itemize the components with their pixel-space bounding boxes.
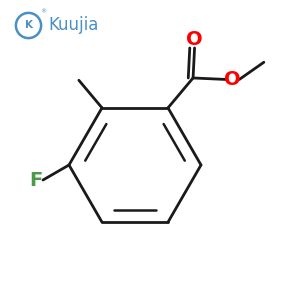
Text: Kuujia: Kuujia: [49, 16, 99, 34]
Text: ®: ®: [40, 9, 46, 14]
Text: F: F: [29, 170, 42, 190]
Text: O: O: [186, 30, 203, 49]
Text: K: K: [25, 20, 32, 31]
Text: O: O: [224, 70, 241, 89]
